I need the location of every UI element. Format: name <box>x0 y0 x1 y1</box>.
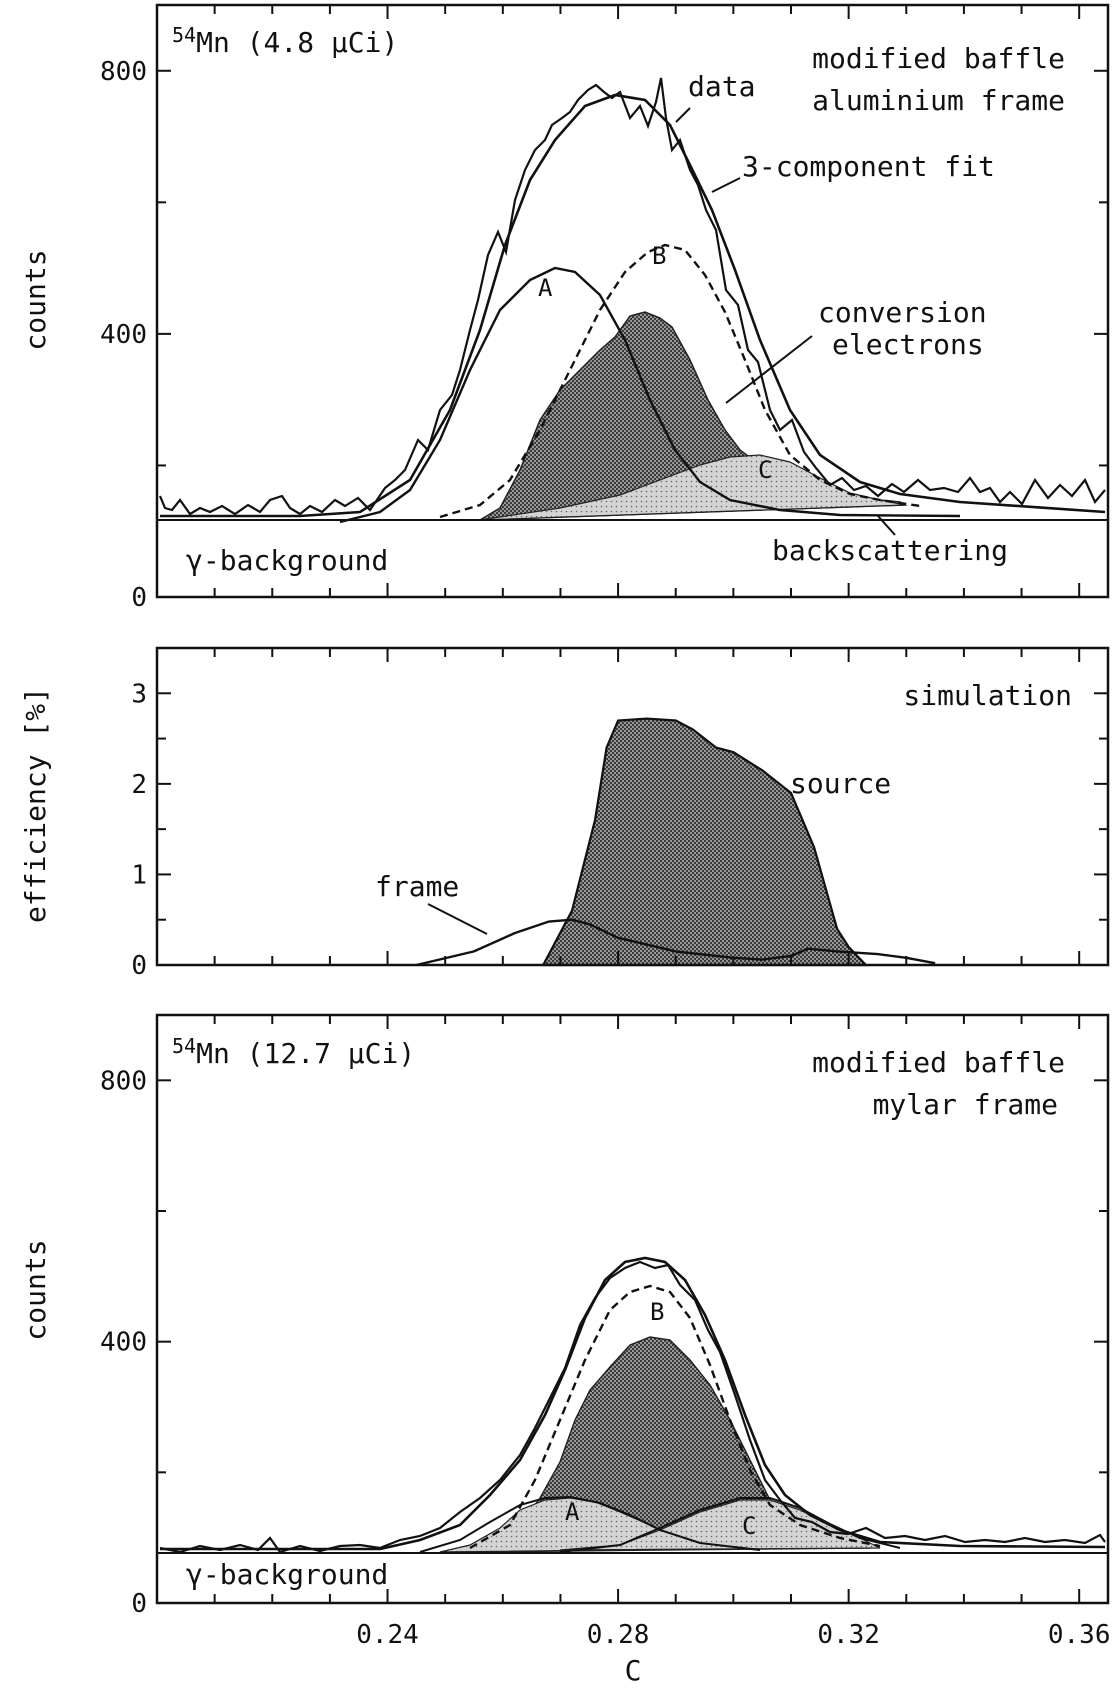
bottom-component-a <box>419 1495 761 1553</box>
top-annot-fit-pointer <box>711 177 741 193</box>
top-annot-background: γ-background <box>186 544 388 577</box>
middle-x-ticks <box>156 648 1081 965</box>
top-annot-fit: 3-component fit <box>742 150 995 183</box>
top-label-b: B <box>652 242 666 270</box>
top-annot-data-pointer <box>675 107 691 123</box>
top-component-a <box>339 266 961 524</box>
bottom-component-c <box>559 1497 901 1553</box>
top-annot-backscattering: backscattering <box>772 534 1008 567</box>
top-annot-conversion2: electrons <box>832 328 984 361</box>
top-annot-line1: modified baffle <box>812 42 1065 75</box>
y-tick-label: 3 <box>131 679 147 709</box>
bottom-annot-line2: mylar frame <box>873 1088 1058 1121</box>
y-tick-label: 0 <box>131 1589 147 1619</box>
x-tick-label: 0.24 <box>356 1620 419 1650</box>
middle-source-area <box>541 717 869 967</box>
x-tick-label: 0.36 <box>1048 1620 1111 1650</box>
middle-frame-curve <box>416 918 936 967</box>
bottom-title-main: Mn (12.7 µCi) <box>196 1037 415 1070</box>
bottom-xlabel: C <box>625 1654 642 1687</box>
bottom-annot-line1: modified baffle <box>812 1046 1065 1079</box>
middle-annot-frame: frame <box>375 870 459 903</box>
top-y-ticks: 0 400 800 <box>100 57 1108 613</box>
bottom-plot-frame <box>155 1013 1110 1605</box>
top-title-sup: 54 <box>172 23 196 47</box>
y-tick-label: 800 <box>100 1066 147 1096</box>
y-tick-label: 800 <box>100 57 147 87</box>
y-tick-label: 1 <box>131 860 147 890</box>
y-tick-label: 400 <box>100 320 147 350</box>
top-title-main: Mn (4.8 µCi) <box>196 26 398 59</box>
middle-y-ticks: 0 1 2 3 <box>131 647 1108 981</box>
top-plot-frame <box>155 3 1110 599</box>
panel-middle: 0 1 2 3 efficiency [%] simulation source fr… <box>19 646 1110 981</box>
bottom-annot-background: γ-background <box>186 1558 388 1591</box>
top-annot-data: data <box>688 70 755 103</box>
bottom-label-a: A <box>565 1498 580 1526</box>
middle-ylabel: efficiency [%] <box>19 687 52 923</box>
y-tick-label: 0 <box>131 583 147 613</box>
top-x-ticks <box>156 5 1081 597</box>
x-tick-label: 0.32 <box>817 1620 880 1650</box>
top-data <box>158 77 1106 516</box>
bottom-data <box>159 1260 1106 1554</box>
top-annot-conversion-pointer <box>725 335 813 404</box>
bottom-title-sup: 54 <box>172 1034 196 1058</box>
bottom-y-ticks: 0 400 800 <box>100 1066 1108 1619</box>
bottom-label-c: C <box>742 1512 756 1540</box>
bottom-title-left: 54Mn (12.7 µCi) <box>172 1034 415 1070</box>
top-ylabel: counts <box>19 249 52 350</box>
y-tick-label: 400 <box>100 1328 147 1358</box>
top-annot-line2: aluminium frame <box>812 84 1065 117</box>
middle-annot-source: source <box>790 767 891 800</box>
top-label-a: A <box>538 274 553 302</box>
top-label-c: C <box>758 456 772 484</box>
bottom-component-b <box>469 1284 881 1550</box>
x-tick-label: 0.28 <box>587 1620 650 1650</box>
top-annot-conversion1: conversion <box>818 296 987 329</box>
top-annot-backscattering-pointer <box>877 515 896 536</box>
panel-top: 0 400 800 counts 54Mn (4.8 µCi) modified b… <box>19 3 1110 613</box>
y-tick-label: 0 <box>131 951 147 981</box>
y-tick-label: 2 <box>131 770 147 800</box>
panel-bottom: 0 400 800 0.24 0.28 0.32 0.36 counts C 54Mn (… <box>19 1013 1111 1687</box>
bottom-ylabel: counts <box>19 1239 52 1340</box>
top-title-left: 54Mn (4.8 µCi) <box>172 23 398 59</box>
middle-annot-frame-pointer <box>427 903 488 935</box>
bottom-label-b: B <box>650 1298 664 1326</box>
bottom-x-ticks: 0.24 0.28 0.32 0.36 <box>156 1015 1111 1650</box>
middle-annot-simulation: simulation <box>903 679 1072 712</box>
middle-plot-frame <box>155 646 1110 967</box>
bottom-fit <box>160 1256 1106 1551</box>
top-fit <box>160 93 1106 518</box>
